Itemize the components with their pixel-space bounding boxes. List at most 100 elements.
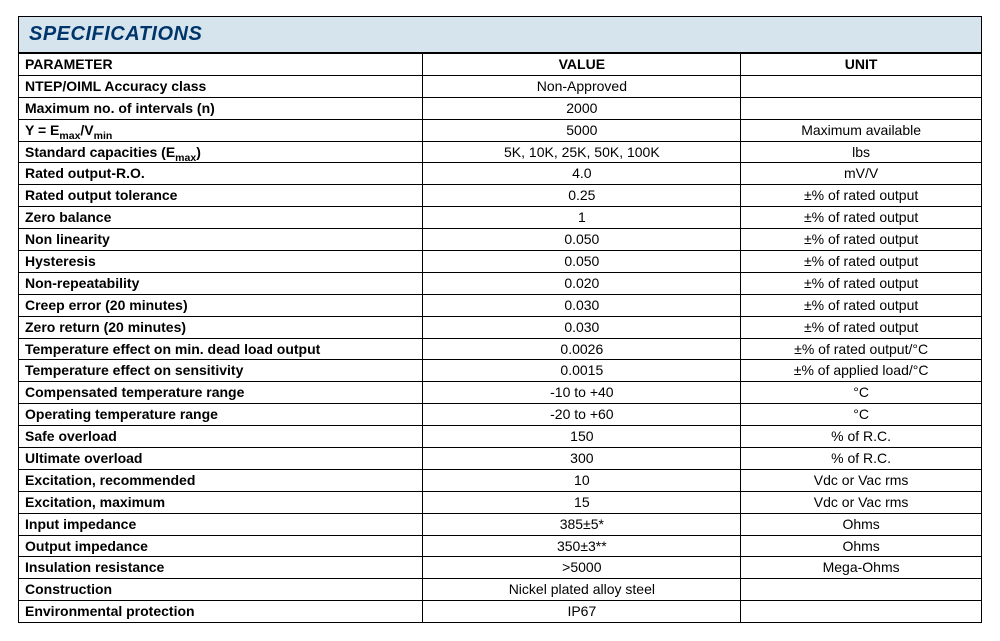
cell-value: >5000: [423, 557, 741, 579]
table-row: Ultimate overload300% of R.C.: [19, 448, 982, 470]
cell-unit: ±% of rated output: [741, 229, 982, 251]
cell-value: Nickel plated alloy steel: [423, 579, 741, 601]
header-value: VALUE: [423, 54, 741, 76]
spec-title-bar: SPECIFICATIONS: [18, 16, 982, 53]
cell-unit: % of R.C.: [741, 448, 982, 470]
header-unit: UNIT: [741, 54, 982, 76]
table-row: Standard capacities (Emax)5K, 10K, 25K, …: [19, 141, 982, 163]
table-row: Non linearity0.050±% of rated output: [19, 229, 982, 251]
cell-value: 5K, 10K, 25K, 50K, 100K: [423, 141, 741, 163]
cell-value: 0.030: [423, 316, 741, 338]
cell-parameter: Excitation, recommended: [19, 469, 423, 491]
cell-unit: mV/V: [741, 163, 982, 185]
cell-parameter: Environmental protection: [19, 601, 423, 623]
cell-parameter: Non-repeatability: [19, 272, 423, 294]
table-row: Excitation, maximum15Vdc or Vac rms: [19, 491, 982, 513]
cell-parameter: Non linearity: [19, 229, 423, 251]
cell-unit: °C: [741, 404, 982, 426]
cell-unit: [741, 75, 982, 97]
cell-unit: Vdc or Vac rms: [741, 469, 982, 491]
cell-parameter: Standard capacities (Emax): [19, 141, 423, 163]
cell-parameter: Safe overload: [19, 426, 423, 448]
cell-unit: ±% of rated output: [741, 185, 982, 207]
table-row: ConstructionNickel plated alloy steel: [19, 579, 982, 601]
cell-unit: lbs: [741, 141, 982, 163]
table-row: Environmental protectionIP67: [19, 601, 982, 623]
cell-unit: Ohms: [741, 513, 982, 535]
cell-parameter: Insulation resistance: [19, 557, 423, 579]
table-row: Y = Emax/Vmin5000Maximum available: [19, 119, 982, 141]
spec-title: SPECIFICATIONS: [29, 23, 971, 46]
cell-value: 0.0026: [423, 338, 741, 360]
cell-value: 300: [423, 448, 741, 470]
table-row: Rated output tolerance0.25±% of rated ou…: [19, 185, 982, 207]
table-row: Insulation resistance>5000Mega-Ohms: [19, 557, 982, 579]
cell-value: 0.050: [423, 251, 741, 273]
cell-unit: Ohms: [741, 535, 982, 557]
table-row: Safe overload150% of R.C.: [19, 426, 982, 448]
cell-value: 15: [423, 491, 741, 513]
table-row: Rated output-R.O.4.0mV/V: [19, 163, 982, 185]
cell-parameter: Zero return (20 minutes): [19, 316, 423, 338]
cell-value: 10: [423, 469, 741, 491]
cell-parameter: Construction: [19, 579, 423, 601]
spec-table: PARAMETER VALUE UNIT NTEP/OIML Accuracy …: [18, 53, 982, 623]
cell-value: -10 to +40: [423, 382, 741, 404]
table-row: Temperature effect on min. dead load out…: [19, 338, 982, 360]
cell-unit: [741, 97, 982, 119]
cell-parameter: Input impedance: [19, 513, 423, 535]
cell-unit: ±% of applied load/°C: [741, 360, 982, 382]
cell-parameter: Excitation, maximum: [19, 491, 423, 513]
cell-value: 0.020: [423, 272, 741, 294]
cell-parameter: Compensated temperature range: [19, 382, 423, 404]
cell-value: IP67: [423, 601, 741, 623]
cell-unit: [741, 601, 982, 623]
cell-unit: % of R.C.: [741, 426, 982, 448]
table-row: Hysteresis0.050±% of rated output: [19, 251, 982, 273]
cell-value: 0.030: [423, 294, 741, 316]
cell-value: 2000: [423, 97, 741, 119]
cell-parameter: Rated output-R.O.: [19, 163, 423, 185]
cell-parameter: Output impedance: [19, 535, 423, 557]
cell-value: 150: [423, 426, 741, 448]
cell-unit: ±% of rated output/°C: [741, 338, 982, 360]
cell-parameter: Hysteresis: [19, 251, 423, 273]
cell-unit: [741, 579, 982, 601]
cell-parameter: Operating temperature range: [19, 404, 423, 426]
cell-value: 0.25: [423, 185, 741, 207]
table-row: Excitation, recommended10Vdc or Vac rms: [19, 469, 982, 491]
cell-value: 1: [423, 207, 741, 229]
cell-unit: ±% of rated output: [741, 316, 982, 338]
cell-unit: ±% of rated output: [741, 207, 982, 229]
table-row: Operating temperature range-20 to +60°C: [19, 404, 982, 426]
cell-parameter: NTEP/OIML Accuracy class: [19, 75, 423, 97]
cell-unit: ±% of rated output: [741, 272, 982, 294]
cell-unit: °C: [741, 382, 982, 404]
table-row: Compensated temperature range-10 to +40°…: [19, 382, 982, 404]
cell-unit: ±% of rated output: [741, 251, 982, 273]
table-row: Non-repeatability0.020±% of rated output: [19, 272, 982, 294]
table-row: Zero balance1±% of rated output: [19, 207, 982, 229]
table-row: Temperature effect on sensitivity0.0015±…: [19, 360, 982, 382]
cell-value: 5000: [423, 119, 741, 141]
table-row: NTEP/OIML Accuracy classNon-Approved: [19, 75, 982, 97]
cell-parameter: Temperature effect on min. dead load out…: [19, 338, 423, 360]
cell-parameter: Temperature effect on sensitivity: [19, 360, 423, 382]
table-row: Input impedance385±5*Ohms: [19, 513, 982, 535]
cell-parameter: Ultimate overload: [19, 448, 423, 470]
cell-parameter: Y = Emax/Vmin: [19, 119, 423, 141]
cell-value: Non-Approved: [423, 75, 741, 97]
cell-parameter: Creep error (20 minutes): [19, 294, 423, 316]
cell-value: 0.050: [423, 229, 741, 251]
table-row: Zero return (20 minutes)0.030±% of rated…: [19, 316, 982, 338]
table-header-row: PARAMETER VALUE UNIT: [19, 54, 982, 76]
cell-parameter: Maximum no. of intervals (n): [19, 97, 423, 119]
cell-unit: Mega-Ohms: [741, 557, 982, 579]
cell-unit: Vdc or Vac rms: [741, 491, 982, 513]
spec-table-body: NTEP/OIML Accuracy classNon-ApprovedMaxi…: [19, 75, 982, 622]
cell-unit: ±% of rated output: [741, 294, 982, 316]
table-row: Output impedance350±3**Ohms: [19, 535, 982, 557]
cell-value: 350±3**: [423, 535, 741, 557]
table-row: Creep error (20 minutes)0.030±% of rated…: [19, 294, 982, 316]
cell-parameter: Rated output tolerance: [19, 185, 423, 207]
